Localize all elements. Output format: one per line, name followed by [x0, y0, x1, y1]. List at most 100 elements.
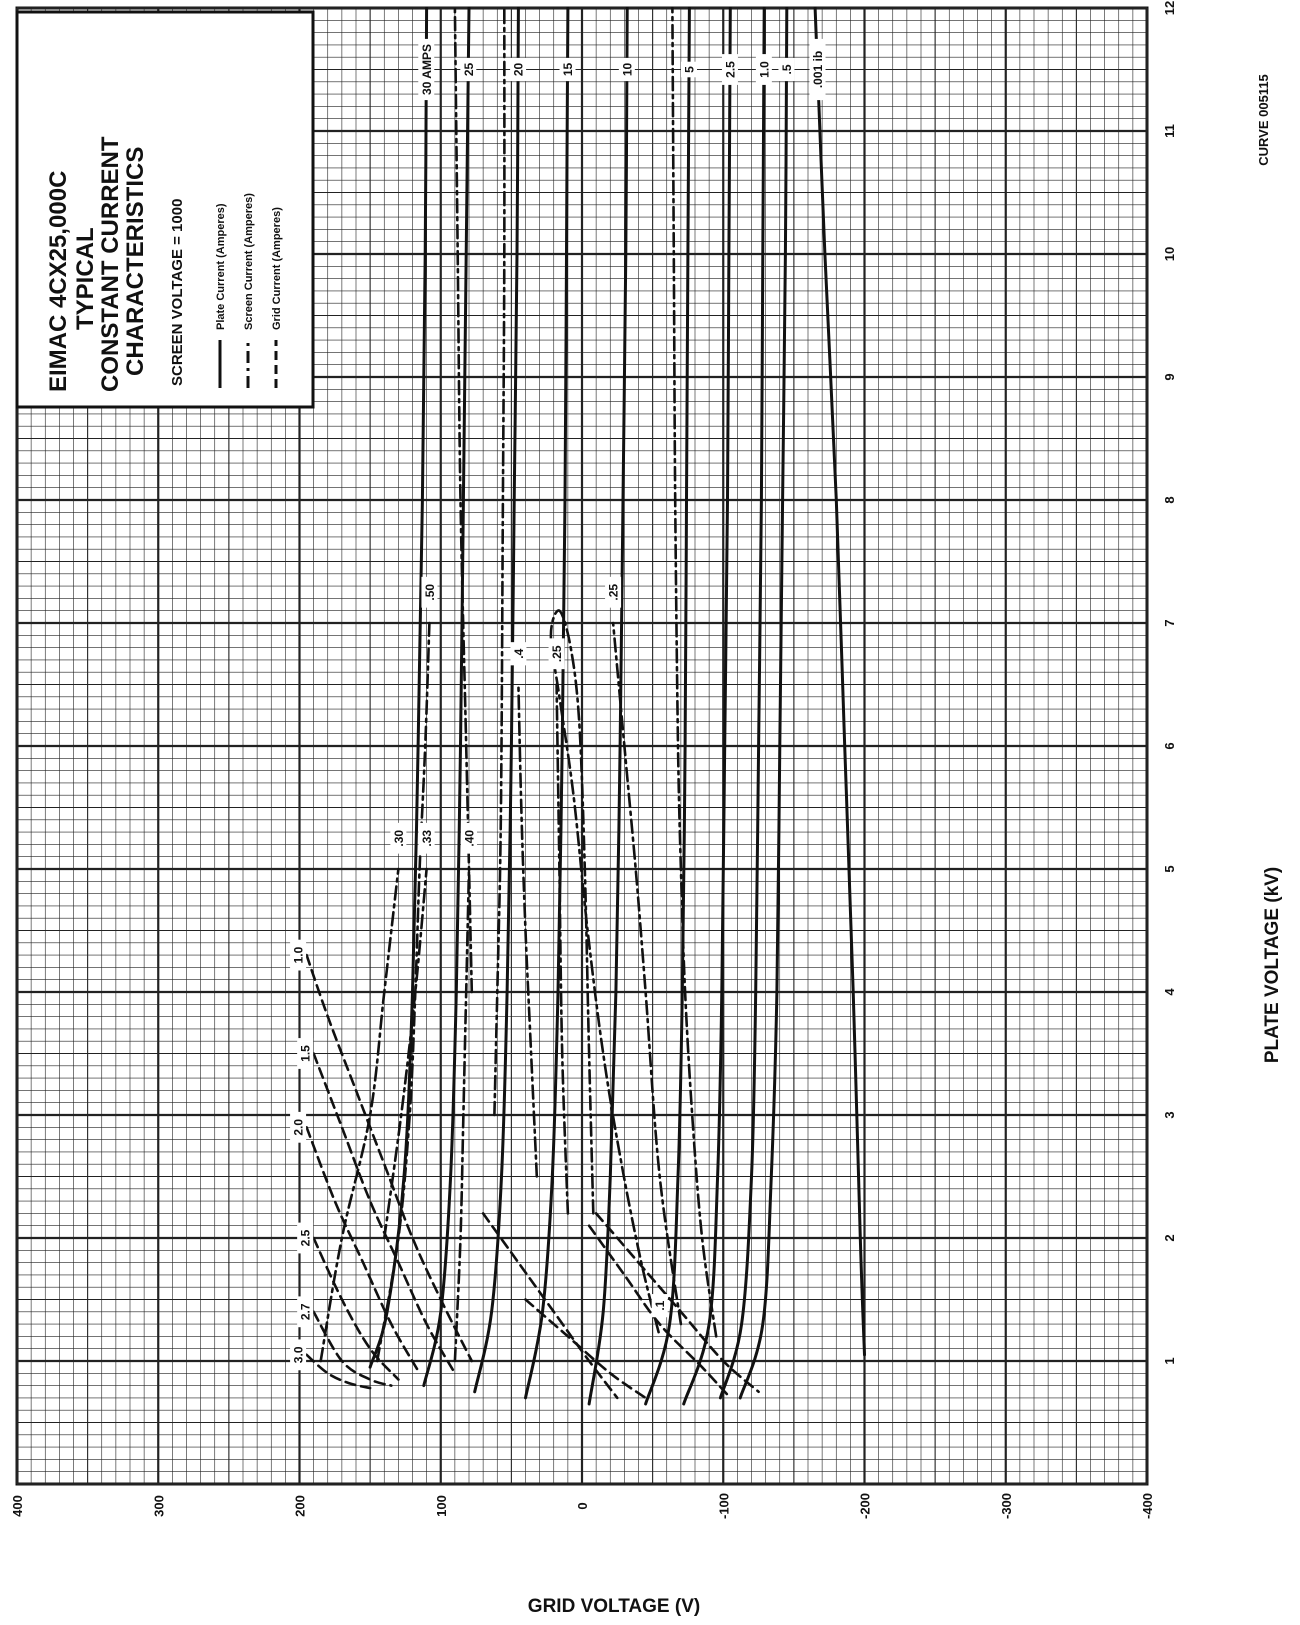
screen-curve-6	[549, 609, 661, 1338]
legend-item-grid: Grid Current (Amperes)	[271, 207, 283, 330]
screen-label-4: .4	[510, 642, 527, 666]
plate-curve-1	[422, 6, 471, 1388]
x-tick-7: 7	[1162, 619, 1177, 626]
plate-label-3: 15	[559, 57, 576, 82]
plate-curve-9	[813, 6, 866, 1357]
plate-label-2: 20	[510, 57, 527, 82]
x-tick-2: 2	[1162, 1234, 1177, 1241]
x-tick-3: 3	[1162, 1111, 1177, 1118]
y-tick-100: 100	[434, 1495, 449, 1517]
screen-label-text-5: .25	[550, 645, 564, 662]
plate-label-8: .5	[778, 57, 795, 82]
plate-curve-2	[473, 6, 520, 1394]
screen-curve-8	[671, 6, 718, 1338]
screen-label-0: .50	[421, 576, 438, 608]
grid-curve-6	[587, 1224, 732, 1400]
x-tick-4: 4	[1162, 988, 1177, 996]
grid-curve-9	[481, 1212, 619, 1400]
screen-label-text-6: .1	[653, 1300, 667, 1310]
x-axis-label: PLATE VOLTAGE (kV)	[1262, 867, 1283, 1063]
x-tick-5: 5	[1162, 865, 1177, 872]
screen-label-text-9: .30	[392, 830, 406, 847]
screen-label-text-2: .40	[463, 830, 477, 847]
plate-curve-3	[524, 6, 570, 1400]
grid-label-0: 3.0	[290, 1339, 307, 1371]
y-tick--400: -400	[1140, 1493, 1155, 1519]
plate-curve-7	[718, 6, 766, 1400]
plate-label-0: 30 AMPS	[418, 38, 435, 101]
grid-curve-5	[305, 953, 474, 1363]
grid-curve-3	[305, 1126, 421, 1375]
screen-curve-2	[453, 867, 471, 1363]
grid-label-text-3: 2.0	[292, 1119, 306, 1136]
x-tick-11: 11	[1162, 124, 1177, 138]
grid-curve-4	[312, 1052, 457, 1375]
screen-label-6: .1	[651, 1294, 668, 1318]
plate-label-9: .001 ib	[809, 38, 826, 101]
grid-label-5: 1.0	[290, 939, 307, 971]
grid-curve-1	[312, 1310, 393, 1387]
grid-label-1: 2.7	[297, 1296, 314, 1328]
screen-label-5: .25	[548, 638, 565, 670]
legend-box	[15, 10, 315, 409]
curve-number: CURVE 005115	[1256, 74, 1271, 166]
legend-item-plate: Plate Current (Amperes)	[215, 203, 227, 330]
y-axis-label: GRID VOLTAGE (V)	[528, 1596, 700, 1617]
x-tick-10: 10	[1162, 247, 1177, 261]
plate-label-4: 10	[618, 57, 635, 82]
plate-label-text-9: .001 ib	[811, 51, 825, 88]
plate-label-text-1: 25	[462, 63, 476, 77]
grid-label-3: 2.0	[290, 1111, 307, 1143]
y-tick-300: 300	[151, 1495, 166, 1517]
screen-curve-5	[555, 683, 570, 1215]
screen-label-text-7: .25	[607, 584, 621, 601]
plate-curve-6	[682, 6, 732, 1406]
plate-label-text-5: 5	[682, 66, 696, 73]
grid-label-text-2: 2.5	[299, 1229, 313, 1246]
y-tick--300: -300	[999, 1493, 1014, 1519]
grid-label-4: 1.5	[297, 1038, 314, 1069]
grid-label-2: 2.5	[297, 1222, 314, 1254]
plate-label-7: 1.0	[755, 54, 772, 85]
screen-curve-4	[517, 683, 539, 1178]
grid-curve-8	[524, 1298, 647, 1400]
legend-title-line-3: CONSTANT CURRENT	[97, 136, 124, 392]
plate-curve-4	[587, 6, 629, 1406]
legend-subtitle: SCREEN VOLTAGE = 1000	[169, 199, 186, 386]
grid-curve-7	[594, 1212, 760, 1394]
grid-label-text-5: 1.0	[292, 946, 306, 963]
screen-label-2: .40	[461, 822, 477, 854]
screen-curve-3	[493, 6, 506, 1117]
legend: EIMAC 4CX25,000C TYPICAL CONSTANT CURREN…	[15, 10, 315, 409]
plate-curve-8	[738, 6, 789, 1400]
plate-label-1: 25	[460, 57, 477, 82]
legend-title-line-2: TYPICAL	[72, 227, 99, 330]
legend-title-line-4: CHARACTERISTICS	[122, 147, 149, 376]
grid-curve-2	[312, 1236, 400, 1381]
grid-label-text-0: 3.0	[292, 1346, 306, 1363]
plate-curve-5	[644, 6, 691, 1406]
curve-layer	[305, 6, 866, 1406]
legend-item-screen: Screen Current (Amperes)	[243, 193, 255, 330]
plate-label-text-2: 20	[512, 63, 526, 77]
grid-label-text-4: 1.5	[299, 1045, 313, 1062]
plate-label-text-4: 10	[620, 63, 634, 77]
screen-label-text-0: .50	[423, 584, 437, 601]
curve-labels: 30 AMPS 25 20 15 10 5 2.5 1.0 .5 .001 ib .50 .25 .40…	[290, 38, 826, 1371]
screen-label-text-10: .33	[420, 830, 434, 847]
screen-label-9: .30	[390, 822, 407, 854]
plate-label-text-7: 1.0	[757, 61, 771, 78]
grid-curve-0	[305, 1353, 372, 1390]
legend-title-line-1: EIMAC 4CX25,000C	[45, 171, 72, 392]
y-tick-200: 200	[293, 1495, 308, 1517]
grid-label-text-1: 2.7	[299, 1303, 313, 1320]
x-tick-1: 1	[1162, 1357, 1177, 1364]
plate-label-text-0: 30 AMPS	[420, 44, 434, 95]
x-tick-9: 9	[1162, 373, 1177, 380]
x-tick-6: 6	[1162, 742, 1177, 749]
plate-label-text-6: 2.5	[723, 61, 737, 78]
x-tick-12: 12	[1162, 1, 1177, 15]
screen-label-7: .25	[605, 576, 622, 608]
